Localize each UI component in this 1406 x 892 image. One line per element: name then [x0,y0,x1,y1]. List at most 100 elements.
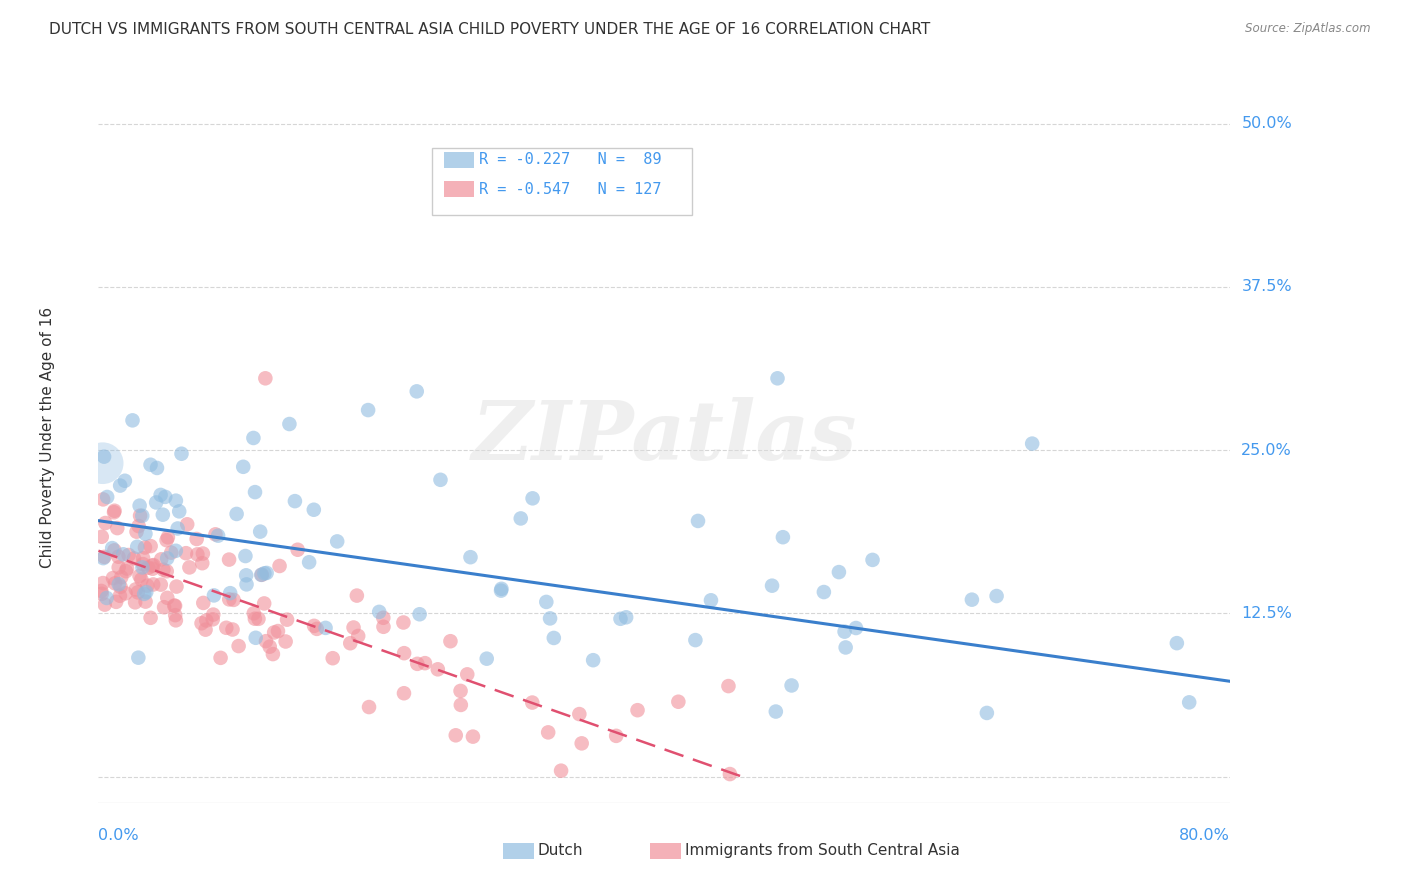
Point [96,490,118,504]
Point [112,547,135,561]
Point [155,490,177,504]
Point [247,612,270,626]
Point [134,526,156,541]
Point [136,560,159,574]
Point [373,620,395,634]
Point [103,504,125,518]
Point [250,567,273,582]
Point [153,600,176,615]
Point [165,613,187,627]
Point [134,541,156,555]
Point [91,576,114,591]
Point [986,589,1008,603]
Point [242,431,264,445]
Point [190,616,212,631]
Point [132,557,155,571]
Point [489,583,512,598]
Point [114,586,136,600]
Point [267,624,290,638]
Point [254,371,277,385]
Point [263,625,285,640]
Point [145,495,167,509]
Point [845,621,868,635]
Point [136,579,159,593]
Point [235,549,257,563]
Point [276,613,298,627]
Point [322,651,344,665]
Point [408,607,430,622]
Point [141,558,163,573]
Point [156,564,179,578]
Point [450,684,472,698]
Point [90,584,112,599]
Point [1166,636,1188,650]
Point [218,592,240,607]
Point [163,599,186,613]
Point [155,533,177,548]
Point [536,595,558,609]
Point [149,488,172,502]
Point [772,530,794,544]
Point [128,569,150,583]
Point [828,565,851,579]
Text: 0.0%: 0.0% [98,828,139,843]
Point [392,615,415,630]
Point [128,519,150,533]
Point [107,560,129,574]
Point [232,459,254,474]
Point [368,605,391,619]
Point [429,473,451,487]
Point [176,517,198,532]
Point [609,612,631,626]
Point [718,767,741,781]
Text: 12.5%: 12.5% [1241,606,1292,621]
Point [342,620,364,634]
Point [108,478,131,492]
Point [1021,436,1043,450]
Point [142,577,165,591]
Point [561,188,583,202]
Point [146,461,169,475]
Point [110,570,132,584]
Point [339,636,361,650]
Point [406,657,429,671]
Point [93,450,115,464]
Point [166,521,188,535]
Point [685,633,707,648]
Point [274,634,297,648]
Point [347,629,370,643]
Text: ZIPatlas: ZIPatlas [471,397,858,477]
Point [114,474,136,488]
Point [207,529,229,543]
Point [392,686,415,700]
Point [165,599,187,613]
Point [228,639,250,653]
Point [960,592,983,607]
Point [170,447,193,461]
Point [166,580,188,594]
Point [243,612,266,626]
Point [717,679,740,693]
Point [201,612,224,626]
Point [94,598,117,612]
Point [165,608,187,623]
Point [219,586,242,600]
Point [976,706,998,720]
Point [509,511,531,525]
Point [221,623,243,637]
Point [686,514,709,528]
Point [202,588,225,602]
Point [222,592,245,607]
Point [149,577,172,591]
Point [666,695,689,709]
Point [269,559,291,574]
Point [392,646,415,660]
Point [253,566,276,581]
Point [444,728,467,742]
Text: Source: ZipAtlas.com: Source: ZipAtlas.com [1246,22,1371,36]
Point [152,508,174,522]
Point [225,507,247,521]
Point [287,542,309,557]
Point [105,595,128,609]
Point [298,555,321,569]
